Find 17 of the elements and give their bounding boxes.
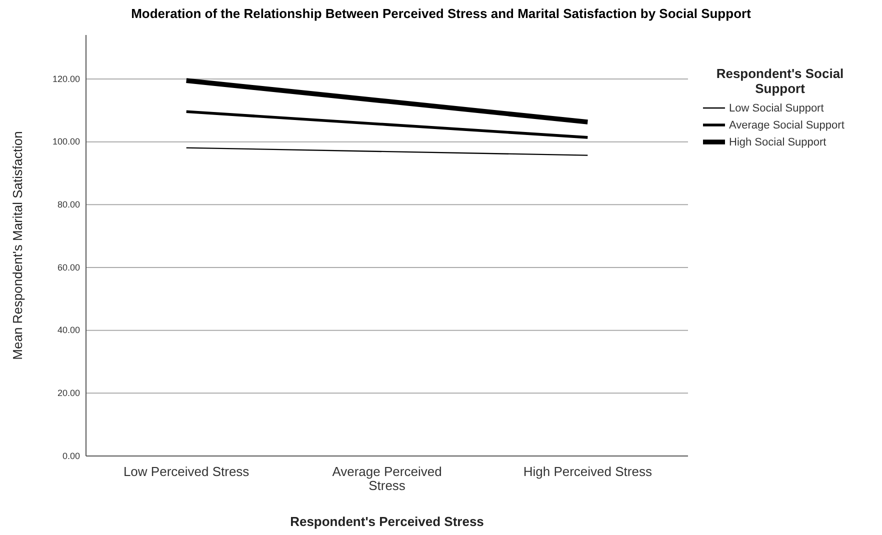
legend-label: High Social Support xyxy=(729,136,826,149)
y-tick-label: 0.00 xyxy=(62,450,80,461)
legend-label: Average Social Support xyxy=(729,120,844,132)
y-tick-label: 40.00 xyxy=(57,325,80,336)
x-tick-label: Low Perceived Stress xyxy=(123,464,250,479)
x-tick-label: High Perceived Stress xyxy=(523,464,652,479)
y-tick-label: 100.00 xyxy=(52,136,80,147)
legend-title: Respondent's Social Support xyxy=(716,66,844,96)
y-tick-label: 120.00 xyxy=(52,74,80,84)
chart-title: Moderation of the Relationship Between Perceived Stress and Marital Satisfaction by Social Support xyxy=(131,6,752,21)
y-axis-title: Mean Respondent's Marital Satisfaction xyxy=(10,131,25,360)
y-tick-label: 60.00 xyxy=(57,262,80,272)
legend-label: Low Social Support xyxy=(729,102,824,115)
y-tick-label: 80.00 xyxy=(57,200,80,210)
x-tick-label: Average Perceived Stress xyxy=(332,464,442,493)
x-axis-title: Respondent's Perceived Stress xyxy=(290,514,484,529)
y-tick-label: 20.00 xyxy=(57,388,80,398)
